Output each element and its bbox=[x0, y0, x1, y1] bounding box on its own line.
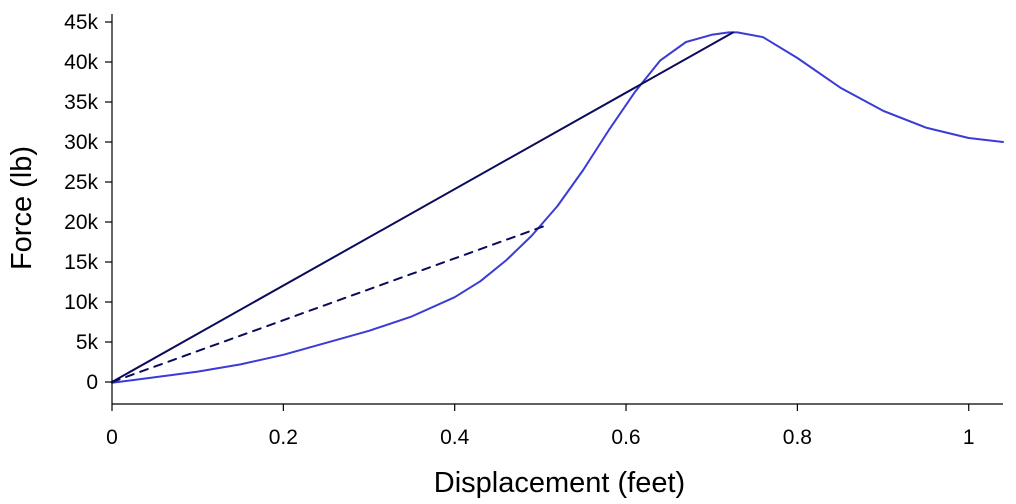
x-tick-label: 0.4 bbox=[440, 426, 470, 449]
x-tick-label: 1 bbox=[963, 426, 975, 449]
x-axis-ticks: 0 0.2 0.4 0.6 0.8 1 bbox=[106, 404, 975, 449]
y-tick-label: 5k bbox=[76, 331, 99, 354]
series-line-1 bbox=[111, 31, 1004, 384]
x-tick-label: 0.2 bbox=[269, 426, 298, 449]
y-tick-label: 45k bbox=[64, 11, 98, 34]
y-axis-ticks: 0 5k 10k 15k 20k 25k 30k 35k 40k 45k bbox=[64, 11, 112, 394]
x-tick-label: 0.8 bbox=[783, 426, 812, 449]
x-tick-label: 0 bbox=[106, 426, 118, 449]
y-tick-label: 35k bbox=[64, 91, 98, 114]
y-axis-title: Force (lb) bbox=[6, 146, 38, 270]
series-line-2 bbox=[111, 31, 735, 383]
y-tick-label: 0 bbox=[86, 371, 98, 394]
y-tick-label: 15k bbox=[64, 251, 98, 274]
y-tick-label: 25k bbox=[64, 171, 98, 194]
y-tick-label: 20k bbox=[64, 211, 98, 234]
y-tick-label: 30k bbox=[64, 131, 98, 154]
plot-series bbox=[111, 31, 1004, 384]
x-tick-label: 0.6 bbox=[611, 426, 640, 449]
y-tick-label: 10k bbox=[64, 291, 98, 314]
x-axis-title: Displacement (feet) bbox=[434, 467, 685, 499]
y-tick-label: 40k bbox=[64, 51, 98, 74]
series-line-3 bbox=[111, 223, 550, 383]
